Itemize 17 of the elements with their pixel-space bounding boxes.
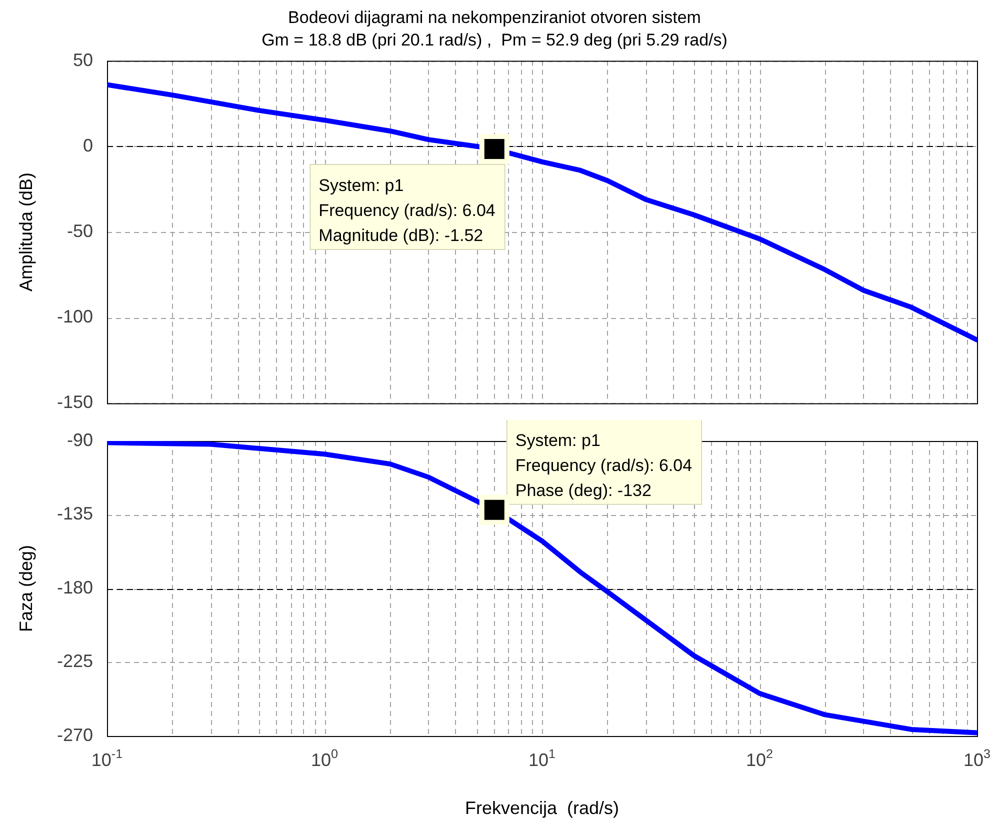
y-tick-label: -135 (56, 504, 93, 524)
annotation: System: p1 Frequency (rad/s): 6.04 Phase (deg): -132 (515, 430, 692, 500)
y-tick-label: 50 (72, 50, 93, 70)
y-tick-label: 0 (82, 135, 93, 156)
x-axis-title: Frekvencija (rad/s) (464, 798, 620, 818)
annotation: System: p1 Frequency (rad/s): 6.04 Magnitude (dB): -1.52 (318, 176, 496, 245)
y-tick-label: -180 (56, 577, 93, 598)
chart-title: Bodeovi dijagrami na nekompenziraniot otvoren sistem (288, 8, 701, 27)
y-tick-label: -270 (56, 724, 93, 745)
y-axis-title: Amplituda (dB) (16, 172, 36, 292)
y-tick-label: -100 (56, 306, 93, 327)
chart-subtitle: Gm = 18.8 dB (pri 20.1 rad/s) , Pm = 52.9 deg (pri 5.29 rad/s) (262, 30, 728, 50)
y-tick-label: -150 (56, 392, 93, 412)
y-tick-label: -50 (66, 220, 93, 241)
y-tick-label: -225 (56, 651, 93, 672)
y-axis-title: Faza (deg) (16, 544, 36, 632)
y-tick-label: -90 (66, 430, 93, 450)
